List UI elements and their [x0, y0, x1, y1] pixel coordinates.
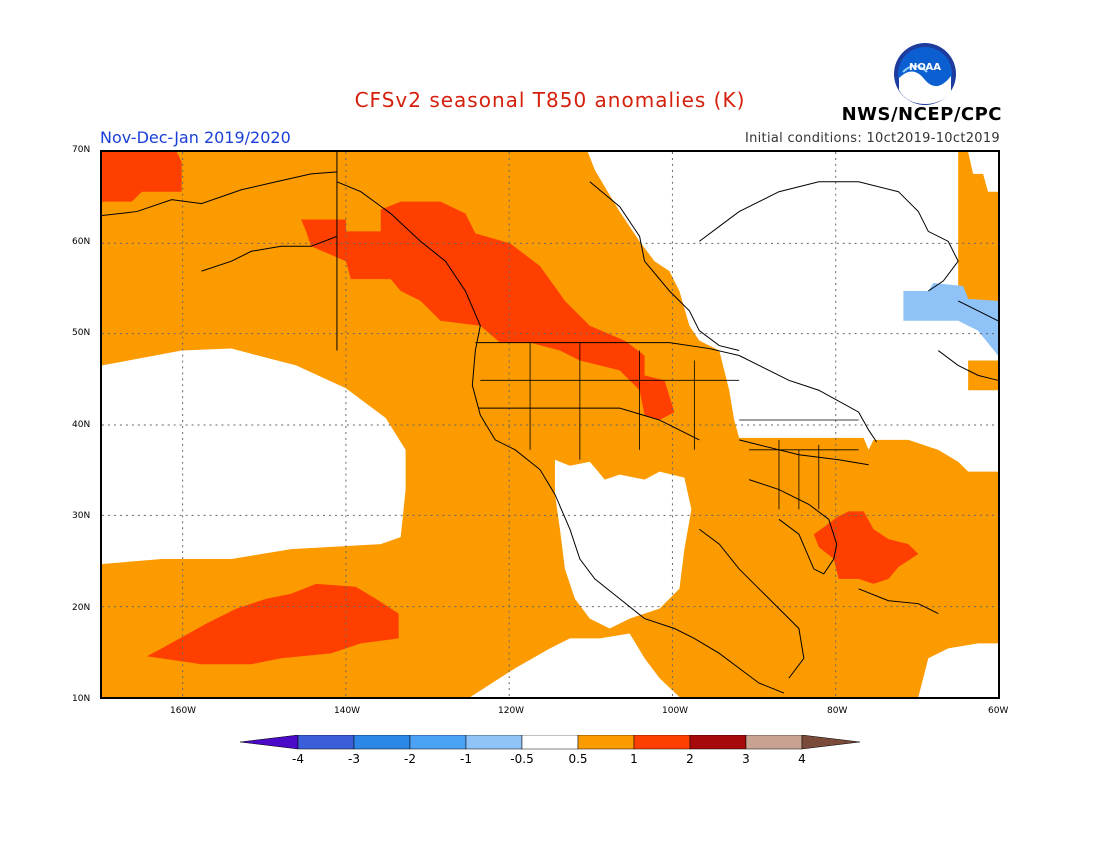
- colorbar: [240, 735, 861, 750]
- anomaly-map: [100, 150, 1000, 699]
- logo-text: NOAA: [909, 62, 941, 73]
- colorbar-arrow-high: [801, 735, 861, 750]
- anomaly-region-white-se: [918, 643, 998, 697]
- lon-label-140w: 140W: [334, 706, 361, 716]
- lon-label-120w: 120W: [498, 706, 525, 716]
- lat-label-60n: 60N: [72, 237, 91, 247]
- lat-label-40n: 40N: [72, 420, 91, 430]
- anomaly-region-red-florida: [813, 511, 919, 584]
- colorbar-tick-label: -4: [292, 752, 304, 766]
- colorbar-segment: [577, 735, 635, 750]
- forecast-period: Nov-Dec-Jan 2019/2020: [100, 128, 291, 147]
- colorbar-tick-label: 0.5: [568, 752, 588, 766]
- colorbar-tick-label: -1: [460, 752, 472, 766]
- anomaly-region-red-canada: [301, 201, 675, 421]
- colorbar-segment: [689, 735, 747, 750]
- colorbar-tick-label: 4: [798, 752, 806, 766]
- noaa-logo-icon: NOAA: [894, 43, 956, 105]
- initial-conditions: Initial conditions: 10ct2019-10ct2019: [744, 131, 1000, 146]
- colorbar-tick-label: -2: [404, 752, 416, 766]
- colorbar-tick-label: 1: [630, 752, 638, 766]
- colorbar-segment: [353, 735, 411, 750]
- colorbar-segment: [465, 735, 523, 750]
- colorbar-tick-label: 3: [742, 752, 750, 766]
- colorbar-tick-label: -3: [348, 752, 360, 766]
- lon-label-80w: 80W: [827, 706, 848, 716]
- anomaly-region-white-epac: [470, 633, 680, 697]
- graticule: [102, 152, 998, 697]
- colorbar-segment: [297, 735, 355, 750]
- lon-label-100w: 100W: [662, 706, 689, 716]
- anomaly-region-lightblue: [903, 283, 998, 356]
- lat-label-50n: 50N: [72, 328, 91, 338]
- colorbar-tick-label: -0.5: [510, 752, 534, 766]
- colorbar-segment: [745, 735, 803, 750]
- anomaly-region-red-hawaii: [146, 583, 399, 665]
- anomaly-region-white-pacific: [102, 348, 406, 564]
- lat-label-70n: 70N: [72, 145, 91, 155]
- colorbar-segment: [521, 735, 579, 750]
- lon-label-60w: 60W: [988, 706, 1009, 716]
- anomaly-region-white-canada: [587, 152, 998, 472]
- colorbar-arrow-low: [240, 735, 299, 750]
- agency-label: NWS/NCEP/CPC: [841, 104, 1002, 125]
- colorbar-segment: [409, 735, 467, 750]
- lon-label-160w: 160W: [170, 706, 197, 716]
- colorbar-segment: [633, 735, 691, 750]
- lat-label-10n: 10N: [72, 694, 91, 704]
- colorbar-tick-label: 2: [686, 752, 694, 766]
- lat-label-30n: 30N: [72, 511, 91, 521]
- state-borders: [480, 342, 859, 510]
- anomaly-region-red-alaska: [102, 152, 182, 202]
- chart-title: CFSv2 seasonal T850 anomalies (K): [354, 88, 746, 112]
- anomaly-region-white-mexico: [554, 459, 692, 629]
- lat-label-20n: 20N: [72, 603, 91, 613]
